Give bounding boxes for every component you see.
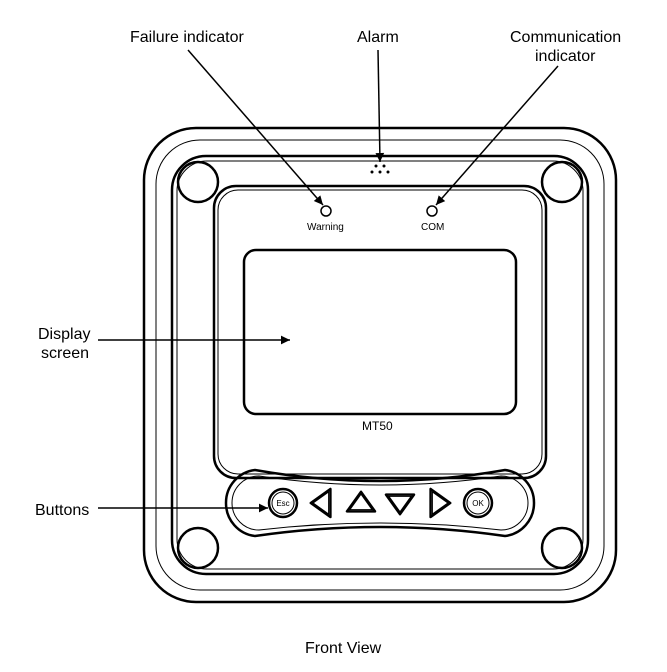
callout-alarm xyxy=(378,50,380,162)
device-diagram: Warning COM MT50 Esc OK xyxy=(0,0,667,672)
alarm-dot-0 xyxy=(375,165,378,168)
screw-3 xyxy=(542,528,582,568)
ok-button-label: OK xyxy=(472,499,484,508)
com-led-label: COM xyxy=(421,222,444,233)
model-label: MT50 xyxy=(362,419,393,433)
callout-buttons-head xyxy=(259,504,268,513)
display-screen xyxy=(244,250,516,414)
alarm-dot-2 xyxy=(371,171,374,174)
screw-1 xyxy=(542,162,582,202)
callout-comm xyxy=(436,66,558,205)
alarm-dot-4 xyxy=(387,171,390,174)
warning-led-label: Warning xyxy=(307,222,344,233)
warning-led xyxy=(321,206,331,216)
alarm-dot-3 xyxy=(379,171,382,174)
alarm-dot-1 xyxy=(383,165,386,168)
screw-2 xyxy=(178,528,218,568)
esc-button-label: Esc xyxy=(276,499,289,508)
device-inner-shell xyxy=(172,156,588,574)
com-led xyxy=(427,206,437,216)
device-face xyxy=(214,186,546,478)
callout-display-head xyxy=(281,336,290,345)
screw-0 xyxy=(178,162,218,202)
